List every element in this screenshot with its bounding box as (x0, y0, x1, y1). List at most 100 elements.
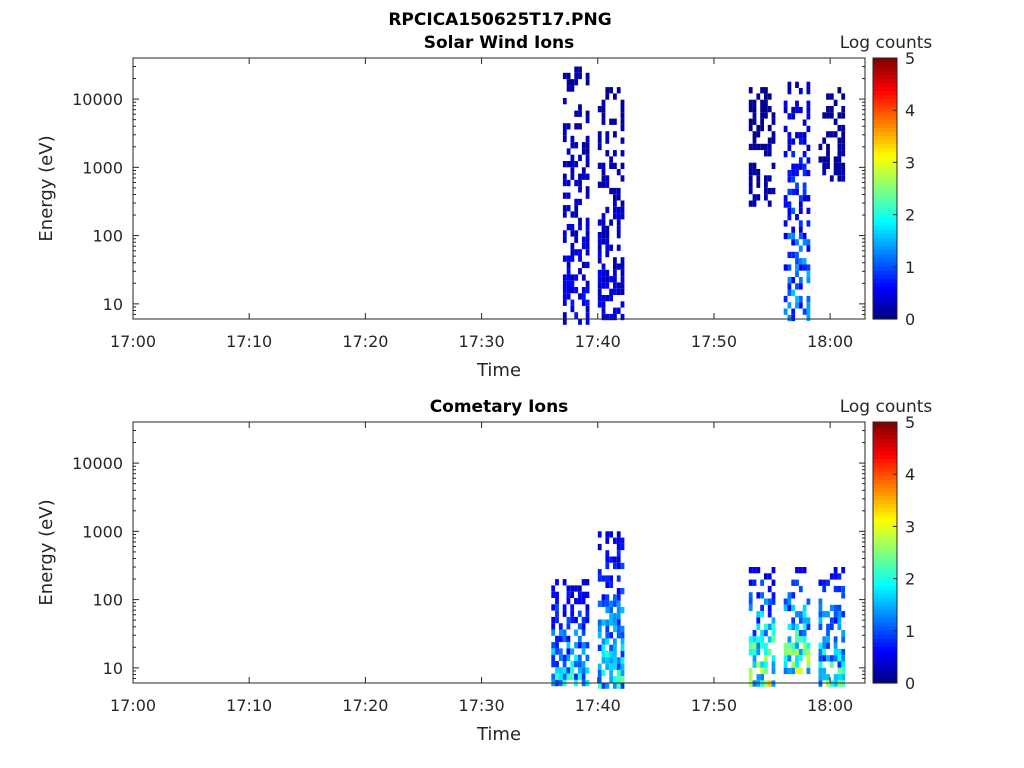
heatmap-cell (837, 623, 842, 630)
heatmap-cell (605, 225, 610, 232)
heatmap-cell (597, 257, 602, 264)
heatmap-cell (566, 85, 571, 92)
heatmap-cell (597, 531, 602, 538)
heatmap-cell (791, 623, 796, 630)
colorbar-segment (873, 568, 897, 574)
heatmap-cell (585, 667, 590, 674)
heatmap-cell (841, 106, 846, 113)
heatmap-cell (771, 162, 776, 169)
heatmap-cell (613, 276, 617, 283)
heatmap-cell (791, 579, 796, 586)
heatmap-cell (837, 585, 842, 593)
y-tick-label: 100 (92, 227, 123, 246)
heatmap-cell (748, 169, 753, 176)
colorbar-segment (873, 470, 897, 476)
colorbar-segment (873, 572, 897, 578)
heatmap-cell (787, 642, 792, 649)
heatmap-cell (752, 169, 757, 176)
heatmap-cell (798, 648, 803, 656)
heatmap-cell (616, 669, 621, 677)
heatmap-cell (806, 623, 811, 630)
colorbar-segment (873, 430, 897, 435)
heatmap-cell (791, 642, 796, 649)
heatmap-cell (826, 630, 830, 637)
heatmap-cell (841, 143, 846, 151)
heatmap-cell (802, 163, 807, 170)
heatmap-cell (551, 673, 556, 680)
heatmap-cell (806, 308, 811, 315)
heatmap-cell (562, 610, 567, 617)
heatmap-cell (841, 131, 846, 138)
colorbar-segment (873, 274, 897, 279)
colorbar-segment (873, 131, 897, 137)
heatmap-cell (752, 579, 757, 586)
heatmap-cell (605, 232, 610, 239)
heatmap-cell (798, 232, 803, 240)
heatmap-cell (601, 594, 606, 601)
heatmap-cell (581, 287, 586, 294)
heatmap-cell (597, 295, 602, 302)
heatmap-cell (798, 220, 803, 227)
colorbar-segment (873, 192, 897, 198)
heatmap-cell (578, 186, 582, 193)
heatmap-cell (581, 667, 586, 674)
heatmap-cell (555, 610, 559, 617)
heatmap-cell (566, 642, 571, 649)
heatmap-cell (787, 188, 792, 196)
heatmap-cell (760, 611, 764, 618)
heatmap-cell (829, 604, 834, 612)
heatmap-cell (837, 87, 842, 94)
heatmap-cell (570, 85, 575, 92)
heatmap-cell (555, 591, 559, 598)
heatmap-cell (605, 150, 610, 157)
heatmap-cell (616, 556, 621, 563)
heatmap-cell (791, 289, 796, 296)
heatmap-cell (558, 654, 563, 661)
heatmap-cell (562, 274, 567, 281)
heatmap-cell (791, 251, 796, 259)
heatmap-cell (764, 680, 768, 687)
heatmap-cell (837, 611, 842, 618)
heatmap-cell (841, 93, 846, 100)
heatmap-cell (616, 657, 621, 664)
colorbar-segment (873, 127, 897, 133)
heatmap-cell (767, 598, 772, 605)
heatmap-cell (581, 591, 586, 598)
heatmap-cell (802, 182, 807, 189)
heatmap-cell (551, 616, 556, 624)
heatmap-cell (620, 663, 625, 670)
heatmap-cell (613, 288, 617, 295)
heatmap-cell (791, 226, 796, 233)
colorbar-segment (873, 483, 897, 488)
heatmap-cell (601, 181, 606, 188)
heatmap-cell (605, 87, 610, 94)
heatmap-cell (601, 295, 606, 302)
heatmap-cell (841, 630, 846, 637)
colorbar-segment (873, 261, 897, 267)
heatmap-cell (605, 175, 610, 182)
heatmap-cell (574, 205, 579, 212)
heatmap-cell (605, 575, 610, 582)
heatmap-cell (837, 674, 842, 681)
heatmap-cell (818, 143, 823, 151)
heatmap-cell (570, 673, 575, 680)
heatmap-cell (616, 282, 621, 289)
heatmap-cell (570, 161, 575, 168)
heatmap-cell (601, 169, 606, 176)
heatmap-cell (609, 156, 613, 163)
colorbar-segment (873, 479, 897, 484)
colorbar-segment (873, 523, 897, 529)
heatmap-cell (570, 591, 575, 598)
heatmap-cell (841, 680, 846, 687)
colorbar-segment (873, 528, 897, 533)
heatmap-cell (787, 623, 792, 630)
heatmap-cell (562, 129, 567, 136)
colorbar-segment (873, 466, 897, 472)
heatmap-cell (570, 142, 575, 149)
heatmap-cell (597, 162, 602, 169)
heatmap-cell (806, 598, 811, 605)
heatmap-cell (585, 110, 590, 117)
heatmap-cell (601, 112, 606, 119)
heatmap-cell (551, 629, 556, 636)
heatmap-cells (551, 531, 846, 689)
